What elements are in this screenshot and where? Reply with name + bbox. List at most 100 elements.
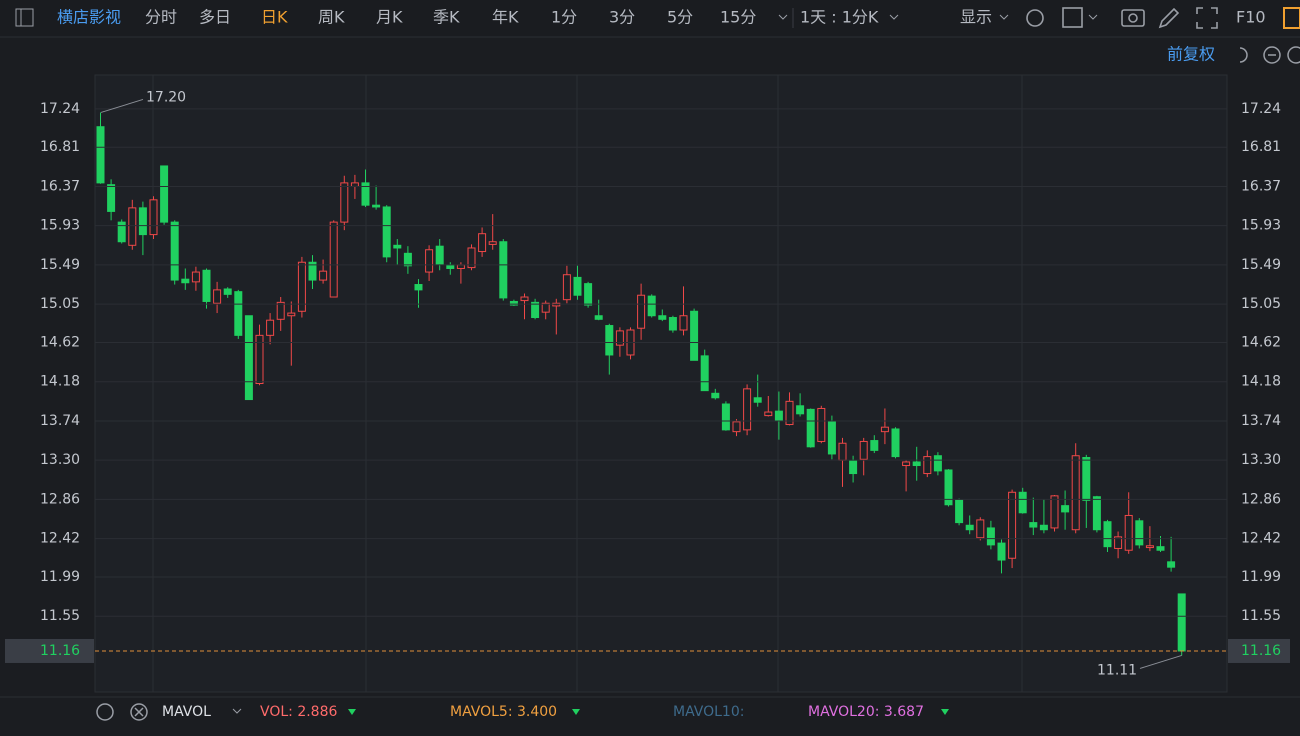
fullscreen-icon[interactable] [1196,7,1218,29]
display-menu[interactable]: 显示 [960,8,992,27]
candle-body [478,233,487,253]
candle-body [414,284,423,291]
candle-body [721,403,730,431]
candle-body [647,295,656,317]
y-tick-label: 12.86 [40,491,80,507]
candle-body [1050,495,1059,529]
candle-body [668,317,677,331]
period-tab[interactable]: 3分 [609,8,635,27]
candle-body [509,300,518,306]
last-price-box-left [5,638,94,663]
candle-body [340,182,349,223]
indicator-close[interactable] [130,703,148,721]
y-tick-label: 13.74 [40,413,80,429]
period-tab[interactable]: 多日 [199,8,231,27]
period-tab[interactable]: 15分 [720,8,756,27]
mavol20-trend [941,709,949,715]
candle-body [573,276,582,296]
mavol5-trend [572,709,580,715]
reset-icon[interactable] [1239,47,1248,63]
period-tab[interactable]: 分时 [145,8,177,27]
more-chevron[interactable] [778,14,788,20]
settings-icon[interactable] [1026,9,1044,27]
candle-body [753,397,762,403]
candle-body [170,221,179,281]
side-panel-icon[interactable] [1283,7,1300,29]
candle-body [107,184,116,212]
toolbar [0,0,1300,37]
period-tab[interactable]: 5分 [667,8,693,27]
candle-body [806,408,815,448]
draw-icon[interactable] [1158,7,1180,29]
candle-body [764,411,773,417]
period-tab[interactable]: 日K [261,8,288,27]
candle-body [160,165,169,223]
display-chevron [999,14,1009,20]
candle-body [605,325,614,356]
camera-icon[interactable] [1121,9,1145,27]
low-annotation: 11.11 [1097,662,1137,678]
candle-body [213,289,222,304]
candle-body [743,388,752,431]
period-tab[interactable]: 月K [376,8,403,27]
y-tick-label: 15.05 [40,296,80,312]
candle-body [1145,545,1154,549]
candle-body [986,527,995,546]
candle-body [1103,521,1112,548]
candle-body [912,461,921,467]
sidebar-toggle[interactable] [15,8,34,27]
plot-area [94,74,1228,693]
indicator-chevron [232,708,242,714]
candle-body [955,499,964,524]
period-tab[interactable]: 季K [433,8,460,27]
candle-body [499,241,508,299]
y-tick-label: 13.30 [40,452,80,468]
high-annotation: 17.20 [146,89,186,105]
stock-name[interactable]: 横店影视 [57,8,121,27]
candle-body [1008,491,1017,559]
last-price-label-right: 11.16 [1241,643,1281,659]
candle-body [1177,593,1186,652]
period-tab[interactable]: 1分 [551,8,577,27]
period-tab[interactable]: 周K [318,8,345,27]
candle-body [488,241,497,245]
y-tick-label: 16.37 [40,178,80,194]
candle-body [785,400,794,426]
candle-body [870,440,879,451]
candle-body [1039,524,1048,531]
candle-body [562,274,571,301]
candle-body [191,271,200,283]
checkbox-icon[interactable] [1062,7,1083,28]
vol-value: VOL: 2.886 [260,704,337,720]
zoom-in-icon[interactable] [1287,46,1300,64]
candle-body [382,206,391,258]
candle-body [297,261,306,312]
y-tick-label: 14.62 [40,334,80,350]
y-tick-label-right: 17.24 [1241,101,1281,117]
zoom-out-icon[interactable] [1263,46,1281,64]
candle-body [202,269,211,302]
candle-body [329,221,338,298]
candle-body [372,204,381,208]
y-tick-label-right: 11.99 [1241,569,1281,585]
candle-body [849,460,858,475]
indicator-name[interactable]: MAVOL [162,704,211,720]
checkbox-chevron [1088,14,1098,20]
candle-body [1135,520,1144,546]
y-tick-label-right: 15.05 [1241,296,1281,312]
candle-body [976,519,985,539]
period-select[interactable]: 1天 : 1分K [800,8,879,27]
candle-body [965,524,974,531]
indicator-settings[interactable] [96,703,114,721]
candle-body [923,456,932,475]
candle-body [796,405,805,415]
candle-body [361,182,370,206]
candle-body [679,315,688,331]
y-tick-label: 11.99 [40,569,80,585]
period-tab[interactable]: 年K [492,8,519,27]
candle-body [1018,491,1027,514]
f10-button[interactable]: F10 [1236,8,1266,27]
adjust-mode[interactable]: 前复权 [1167,45,1215,64]
candle-body [96,126,105,184]
